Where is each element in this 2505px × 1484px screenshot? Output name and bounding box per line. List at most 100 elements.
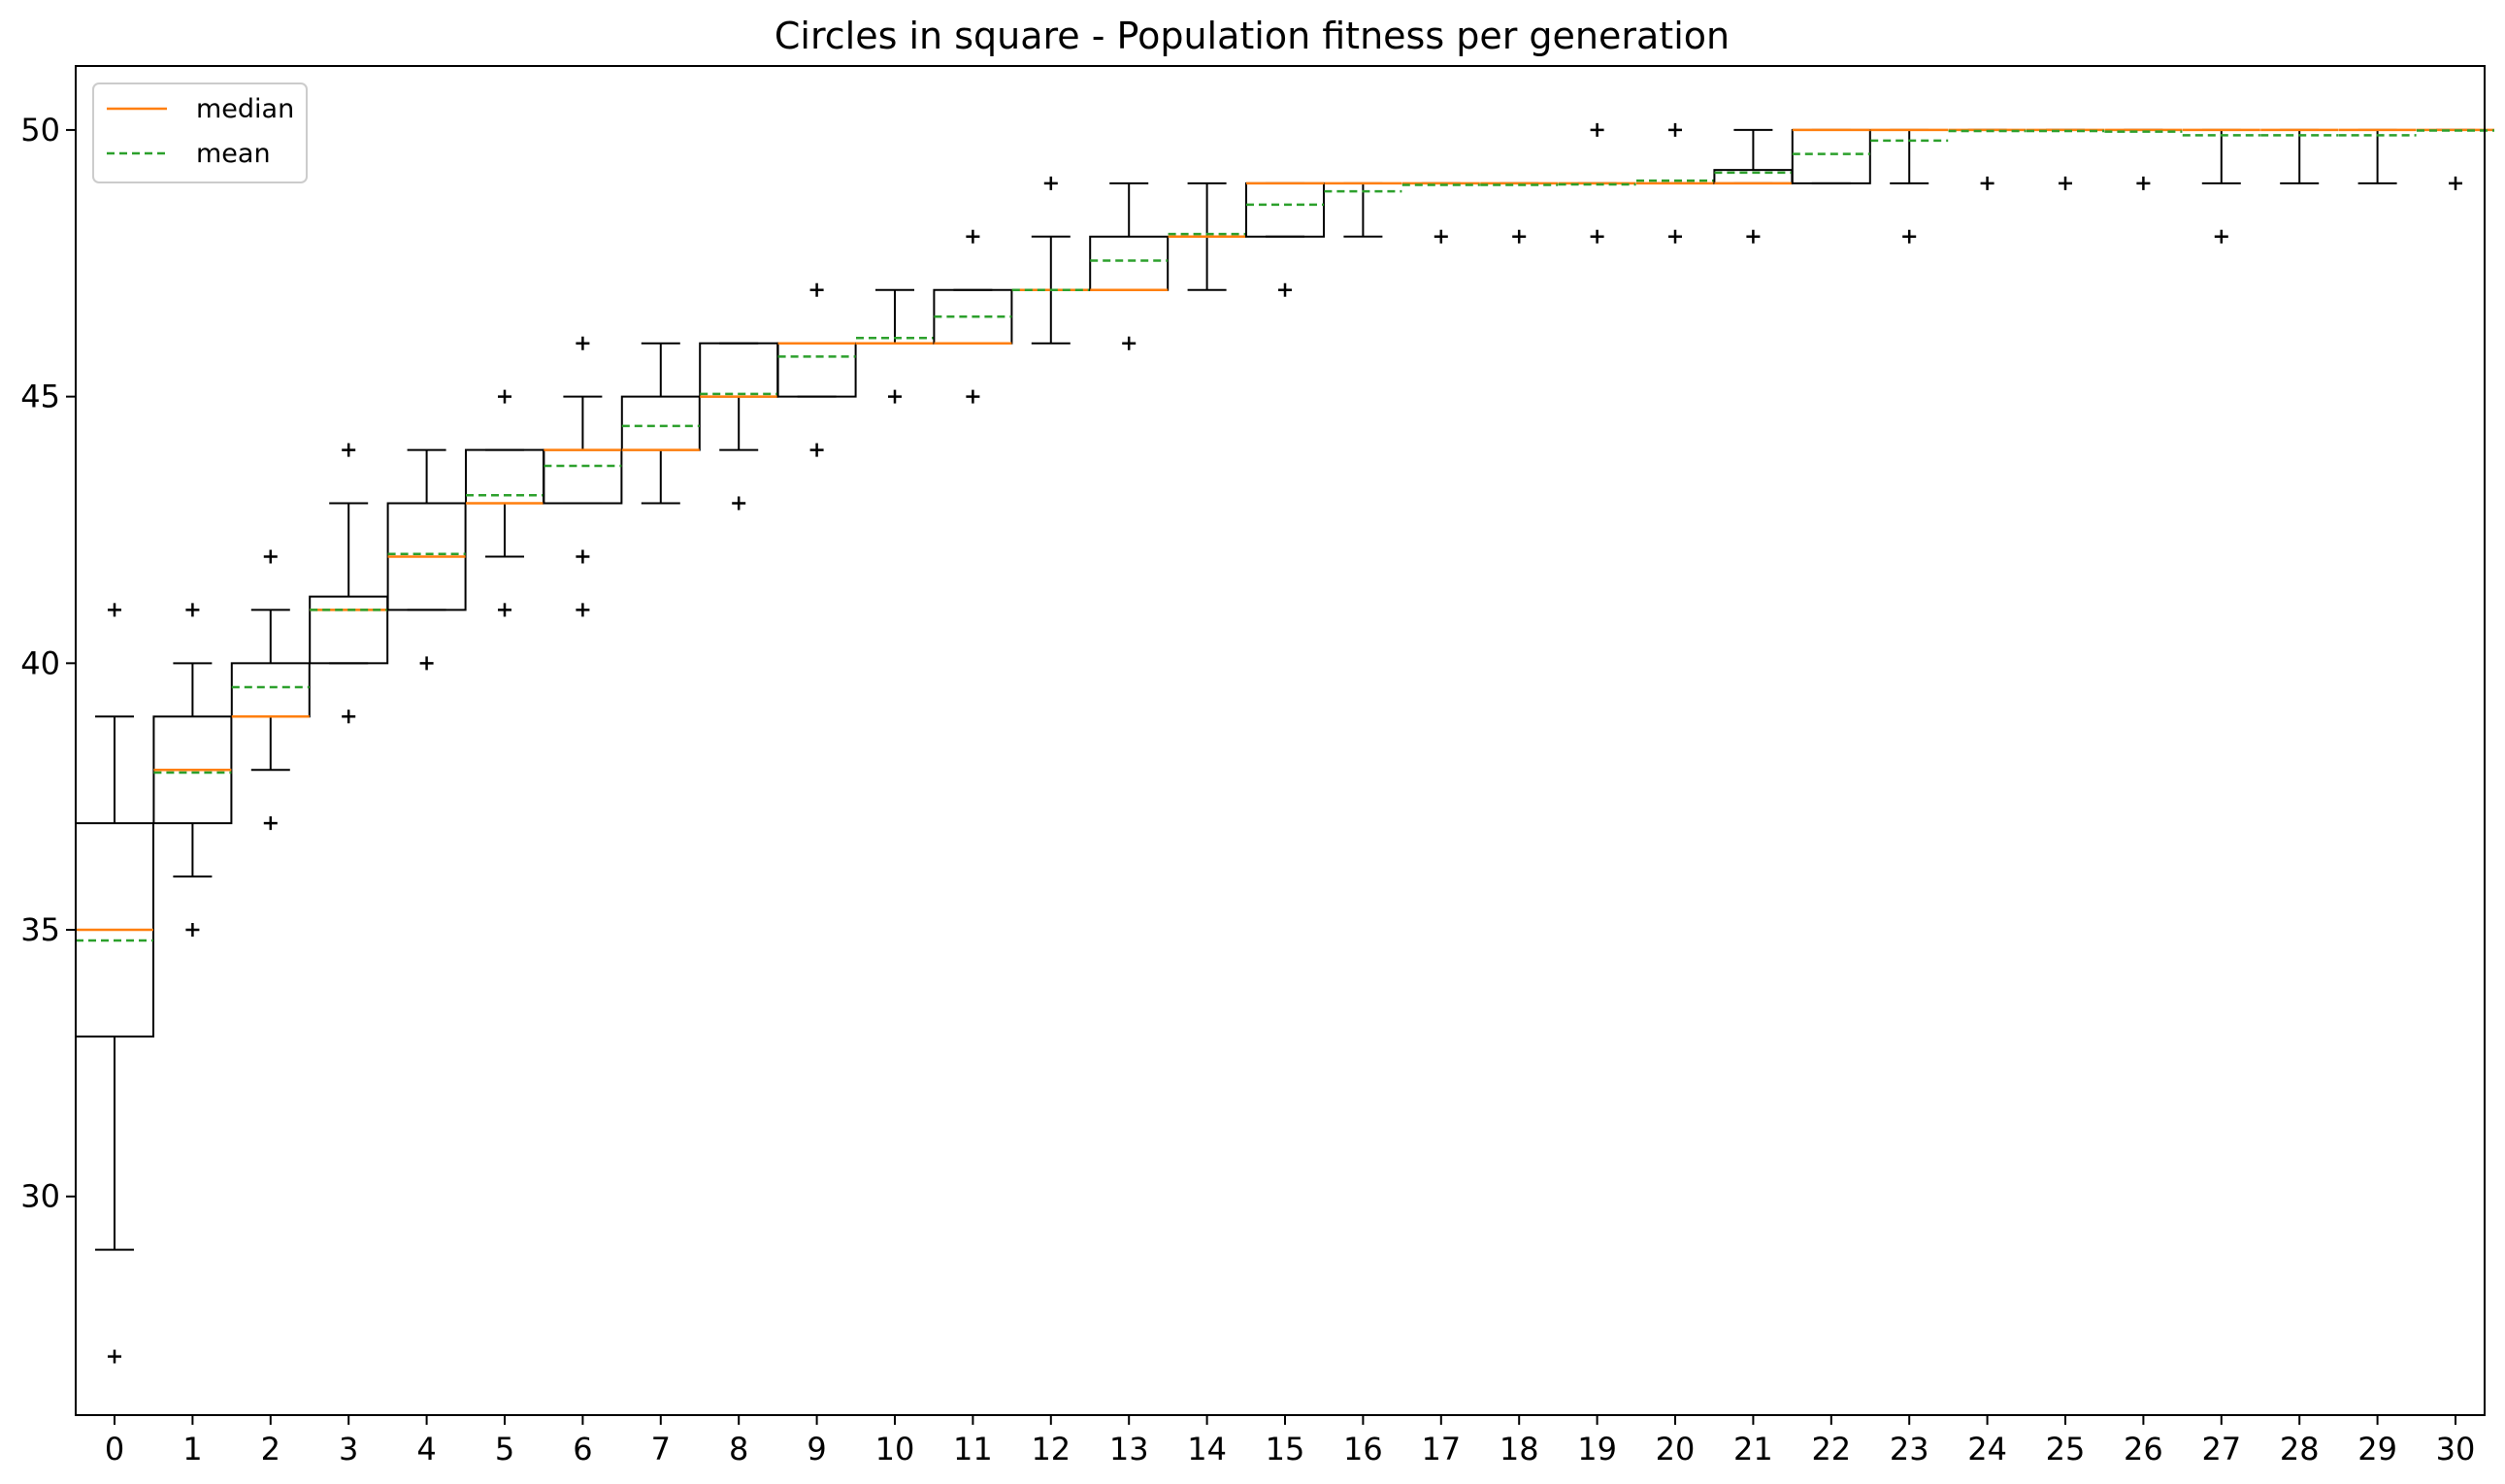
flier-marker bbox=[1512, 229, 1527, 244]
flier-marker bbox=[1902, 229, 1917, 244]
flier-marker bbox=[576, 549, 590, 564]
flier-marker bbox=[809, 443, 824, 457]
flier-marker bbox=[966, 389, 980, 404]
flier-marker bbox=[1668, 229, 1682, 244]
x-tick-label: 29 bbox=[2357, 1431, 2397, 1468]
y-tick-label: 35 bbox=[20, 911, 60, 948]
flier-marker bbox=[2449, 176, 2462, 190]
axes-frame bbox=[75, 65, 2486, 1416]
y-tick-label: 40 bbox=[20, 644, 60, 681]
flier-marker bbox=[1278, 282, 1292, 297]
box-group bbox=[1713, 128, 1794, 244]
box-group bbox=[230, 549, 311, 831]
x-tick-label: 6 bbox=[573, 1431, 592, 1468]
box-group bbox=[2417, 128, 2494, 190]
flier-marker bbox=[498, 603, 511, 617]
y-tick-label: 45 bbox=[20, 379, 60, 415]
x-tick-label: 20 bbox=[1656, 1431, 1696, 1468]
x-tick-label: 4 bbox=[416, 1431, 436, 1468]
flier-marker bbox=[2214, 229, 2228, 244]
x-tick-label: 22 bbox=[1811, 1431, 1851, 1468]
flier-marker bbox=[1746, 229, 1761, 244]
box-group bbox=[309, 443, 389, 724]
box-group bbox=[1480, 181, 1559, 244]
flier-marker bbox=[1668, 122, 1682, 137]
box-group bbox=[1558, 122, 1636, 244]
box-group bbox=[75, 603, 154, 1364]
x-tick-label: 18 bbox=[1500, 1431, 1539, 1468]
flier-marker bbox=[108, 1349, 121, 1364]
box-group bbox=[1636, 122, 1714, 244]
box-iqr bbox=[699, 342, 779, 398]
x-tick-label: 26 bbox=[2124, 1431, 2163, 1468]
flier-marker bbox=[1043, 176, 1058, 190]
box-group bbox=[933, 229, 1013, 404]
box-group bbox=[465, 389, 544, 617]
box-iqr bbox=[309, 595, 389, 665]
box-group bbox=[699, 342, 779, 511]
box-iqr bbox=[230, 662, 311, 718]
flier-marker bbox=[342, 709, 356, 724]
x-tick-label: 7 bbox=[651, 1431, 671, 1468]
box-group bbox=[386, 448, 467, 671]
flier-marker bbox=[1590, 122, 1604, 137]
box-group bbox=[1324, 181, 1402, 238]
flier-marker bbox=[263, 549, 278, 564]
legend-median-label: median bbox=[196, 94, 294, 124]
x-tick-label: 14 bbox=[1187, 1431, 1227, 1468]
x-tick-label: 10 bbox=[875, 1431, 915, 1468]
box-group bbox=[2027, 128, 2104, 190]
x-tick-label: 8 bbox=[729, 1431, 748, 1468]
box-group bbox=[1870, 128, 1949, 244]
x-tick-label: 0 bbox=[105, 1431, 124, 1468]
flier-marker bbox=[809, 282, 824, 297]
box-group bbox=[1245, 181, 1325, 297]
x-tick-label: 30 bbox=[2436, 1431, 2476, 1468]
x-tick-label: 15 bbox=[1266, 1431, 1305, 1468]
box-group bbox=[620, 342, 701, 505]
flier-marker bbox=[185, 603, 200, 617]
flier-marker bbox=[498, 389, 511, 404]
chart-title: Circles in square - Population fitness p… bbox=[775, 15, 1730, 57]
box-group bbox=[2104, 128, 2183, 190]
box-group bbox=[2338, 128, 2417, 184]
flier-marker bbox=[419, 656, 434, 671]
flier-marker bbox=[342, 443, 356, 457]
flier-marker bbox=[108, 603, 121, 617]
box-group bbox=[1168, 181, 1246, 291]
box-iqr bbox=[1245, 181, 1325, 238]
box-group bbox=[1401, 181, 1480, 244]
y-tick-label: 50 bbox=[20, 112, 60, 148]
flier-marker bbox=[732, 496, 746, 511]
box-group bbox=[1011, 176, 1090, 345]
box-group bbox=[1948, 128, 2027, 190]
box-group bbox=[152, 603, 233, 938]
x-tick-label: 28 bbox=[2280, 1431, 2320, 1468]
box-iqr bbox=[1791, 128, 1871, 184]
x-tick-label: 23 bbox=[1890, 1431, 1929, 1468]
flier-marker bbox=[966, 229, 980, 244]
flier-marker bbox=[888, 389, 902, 404]
x-tick-label: 1 bbox=[182, 1431, 202, 1468]
box-iqr bbox=[620, 395, 701, 451]
x-tick-label: 25 bbox=[2046, 1431, 2086, 1468]
y-tick-label: 30 bbox=[20, 1178, 60, 1215]
box-iqr bbox=[543, 448, 623, 505]
legend: median mean bbox=[92, 82, 308, 183]
x-tick-label: 12 bbox=[1031, 1431, 1071, 1468]
flier-marker bbox=[576, 336, 590, 350]
flier-marker bbox=[2136, 176, 2151, 190]
flier-marker bbox=[263, 816, 278, 831]
x-tick-label: 16 bbox=[1343, 1431, 1383, 1468]
x-tick-label: 5 bbox=[495, 1431, 514, 1468]
x-tick-label: 2 bbox=[261, 1431, 280, 1468]
flier-marker bbox=[1434, 229, 1448, 244]
x-tick-label: 11 bbox=[953, 1431, 993, 1468]
x-tick-label: 24 bbox=[1967, 1431, 2007, 1468]
x-tick-label: 9 bbox=[807, 1431, 826, 1468]
flier-marker bbox=[576, 603, 590, 617]
x-tick-label: 17 bbox=[1421, 1431, 1461, 1468]
x-tick-label: 27 bbox=[2201, 1431, 2241, 1468]
